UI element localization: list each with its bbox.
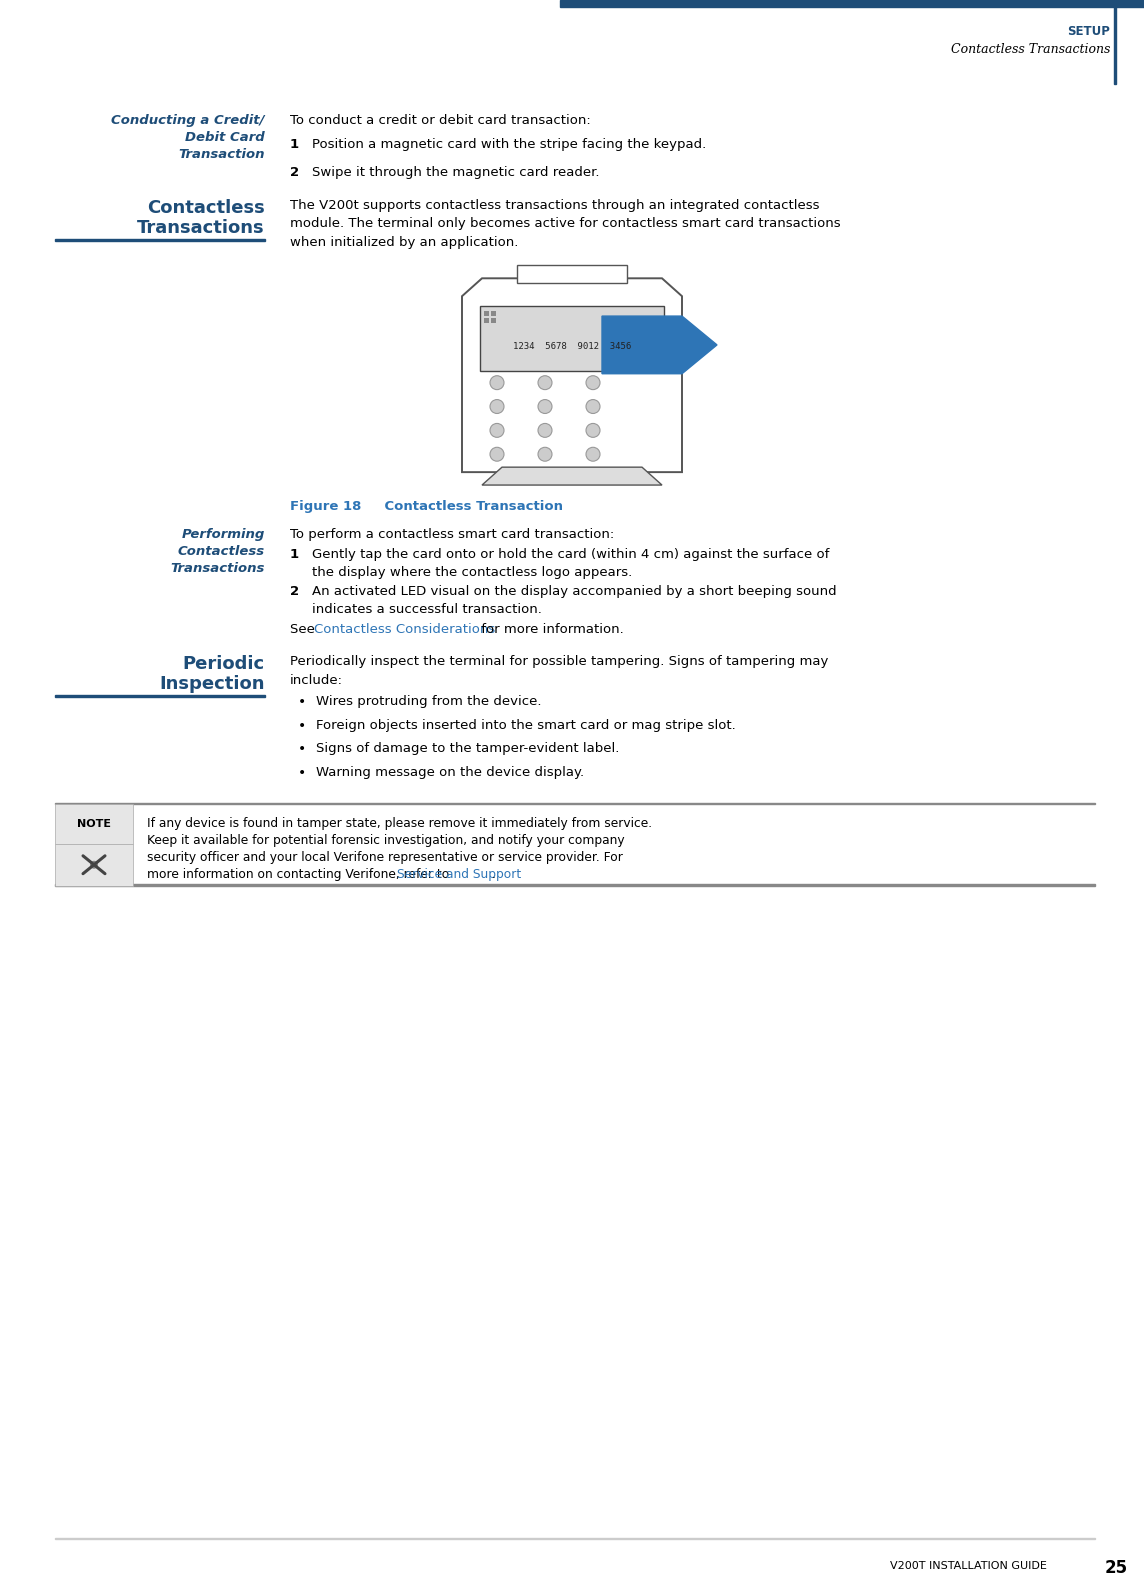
Circle shape	[586, 376, 599, 390]
Bar	[55, 238, 265, 240]
Circle shape	[490, 376, 505, 390]
Text: 1: 1	[289, 137, 299, 152]
Text: •: •	[297, 695, 307, 709]
Text: To perform a contactless smart card transaction:: To perform a contactless smart card tran…	[289, 527, 614, 540]
Text: Service and Support: Service and Support	[397, 868, 522, 881]
Bar	[55, 843, 133, 886]
Text: 1234  5678  9012  3456: 1234 5678 9012 3456	[513, 343, 631, 351]
Circle shape	[490, 423, 505, 437]
Text: Figure 18     Contactless Transaction: Figure 18 Contactless Transaction	[289, 501, 563, 513]
Bar	[55, 695, 265, 696]
Bar	[1114, 0, 1117, 85]
Text: 25: 25	[1105, 1558, 1128, 1576]
Text: NOTE: NOTE	[77, 820, 111, 829]
Text: Contactless Considerations: Contactless Considerations	[313, 624, 495, 636]
Text: 2: 2	[289, 166, 299, 178]
Text: The V200t supports contactless transactions through an integrated contactless
mo: The V200t supports contactless transacti…	[289, 199, 841, 249]
Text: V200T INSTALLATION GUIDE: V200T INSTALLATION GUIDE	[890, 1560, 1047, 1571]
Circle shape	[586, 447, 599, 461]
Text: Foreign objects inserted into the smart card or mag stripe slot.: Foreign objects inserted into the smart …	[316, 718, 736, 731]
Text: Wires protruding from the device.: Wires protruding from the device.	[316, 695, 541, 707]
Bar	[484, 317, 488, 324]
Circle shape	[538, 376, 553, 390]
Text: security officer and your local Verifone representative or service provider. For: security officer and your local Verifone…	[146, 851, 622, 864]
Text: 1: 1	[289, 548, 299, 561]
Text: Warning message on the device display.: Warning message on the device display.	[316, 766, 585, 780]
Text: If any device is found in tamper state, please remove it immediately from servic: If any device is found in tamper state, …	[146, 816, 652, 831]
Text: Transaction: Transaction	[178, 148, 265, 161]
Text: •: •	[297, 742, 307, 756]
Circle shape	[90, 861, 98, 868]
Text: Periodic: Periodic	[183, 655, 265, 673]
Circle shape	[538, 447, 553, 461]
Text: •: •	[297, 718, 307, 733]
Circle shape	[586, 399, 599, 414]
Bar	[491, 311, 496, 316]
Text: Transactions: Transactions	[170, 562, 265, 575]
Text: To conduct a credit or debit card transaction:: To conduct a credit or debit card transa…	[289, 114, 590, 128]
Text: Signs of damage to the tamper-evident label.: Signs of damage to the tamper-evident la…	[316, 742, 619, 755]
Text: Inspection: Inspection	[159, 674, 265, 693]
Text: .: .	[492, 868, 495, 881]
Text: Periodically inspect the terminal for possible tampering. Signs of tampering may: Periodically inspect the terminal for po…	[289, 655, 828, 687]
Circle shape	[490, 399, 505, 414]
Circle shape	[538, 399, 553, 414]
Text: Contactless: Contactless	[148, 199, 265, 216]
Text: Performing: Performing	[182, 527, 265, 540]
Circle shape	[538, 423, 553, 437]
Circle shape	[586, 423, 599, 437]
Circle shape	[490, 447, 505, 461]
Text: An activated LED visual on the display accompanied by a short beeping sound
indi: An activated LED visual on the display a…	[312, 586, 836, 616]
Polygon shape	[602, 316, 717, 374]
Text: Keep it available for potential forensic investigation, and notify your company: Keep it available for potential forensic…	[146, 834, 625, 846]
Text: Conducting a Credit/: Conducting a Credit/	[111, 114, 265, 128]
Polygon shape	[462, 278, 682, 472]
Text: more information on contacting Verifone, refer to: more information on contacting Verifone,…	[146, 868, 453, 881]
Bar	[55, 804, 133, 843]
Text: Contactless Transactions: Contactless Transactions	[951, 43, 1110, 55]
Text: See: See	[289, 624, 319, 636]
Text: SETUP: SETUP	[1067, 25, 1110, 38]
Text: Gently tap the card onto or hold the card (within 4 cm) against the surface of
t: Gently tap the card onto or hold the car…	[312, 548, 829, 578]
Text: Contactless: Contactless	[177, 545, 265, 557]
Text: Swipe it through the magnetic card reader.: Swipe it through the magnetic card reade…	[312, 166, 599, 178]
Text: Position a magnetic card with the stripe facing the keypad.: Position a magnetic card with the stripe…	[312, 137, 706, 152]
Text: Debit Card: Debit Card	[185, 131, 265, 144]
Bar	[517, 265, 627, 283]
Polygon shape	[482, 467, 662, 485]
Bar	[480, 306, 664, 371]
Text: •: •	[297, 766, 307, 780]
Bar	[491, 317, 496, 324]
Text: 2: 2	[289, 586, 299, 598]
Bar	[484, 311, 488, 316]
Bar	[561, 0, 1144, 6]
Text: for more information.: for more information.	[477, 624, 623, 636]
Text: Transactions: Transactions	[137, 218, 265, 237]
